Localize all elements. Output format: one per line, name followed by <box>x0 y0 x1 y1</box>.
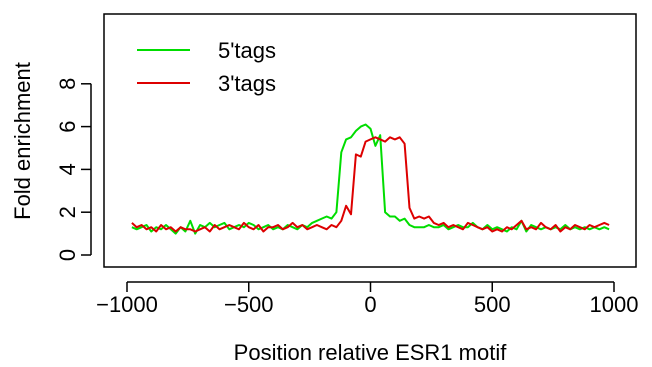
y-tick-label: 8 <box>55 78 80 90</box>
y-tick-label: 6 <box>55 120 80 132</box>
plot-frame <box>103 13 637 268</box>
x-axis-label: Position relative ESR1 motif <box>234 340 508 365</box>
legend-label-2: 3'tags <box>218 71 276 96</box>
y-tick-label: 4 <box>55 163 80 175</box>
legend: 5'tags 3'tags <box>137 38 276 96</box>
y-tick-label: 0 <box>55 249 80 261</box>
series-line-1 <box>131 123 610 235</box>
series-line-2 <box>131 136 610 233</box>
y-axis-label: Fold enrichment <box>10 62 35 220</box>
x-tick-label: 1000 <box>590 292 639 317</box>
x-tick-label: −1000 <box>96 292 158 317</box>
legend-label-1: 5'tags <box>218 38 276 63</box>
x-tick-label: −500 <box>224 292 274 317</box>
y-tick-label: 2 <box>55 206 80 218</box>
x-tick-label: 0 <box>364 292 376 317</box>
x-tick-label: 500 <box>474 292 511 317</box>
